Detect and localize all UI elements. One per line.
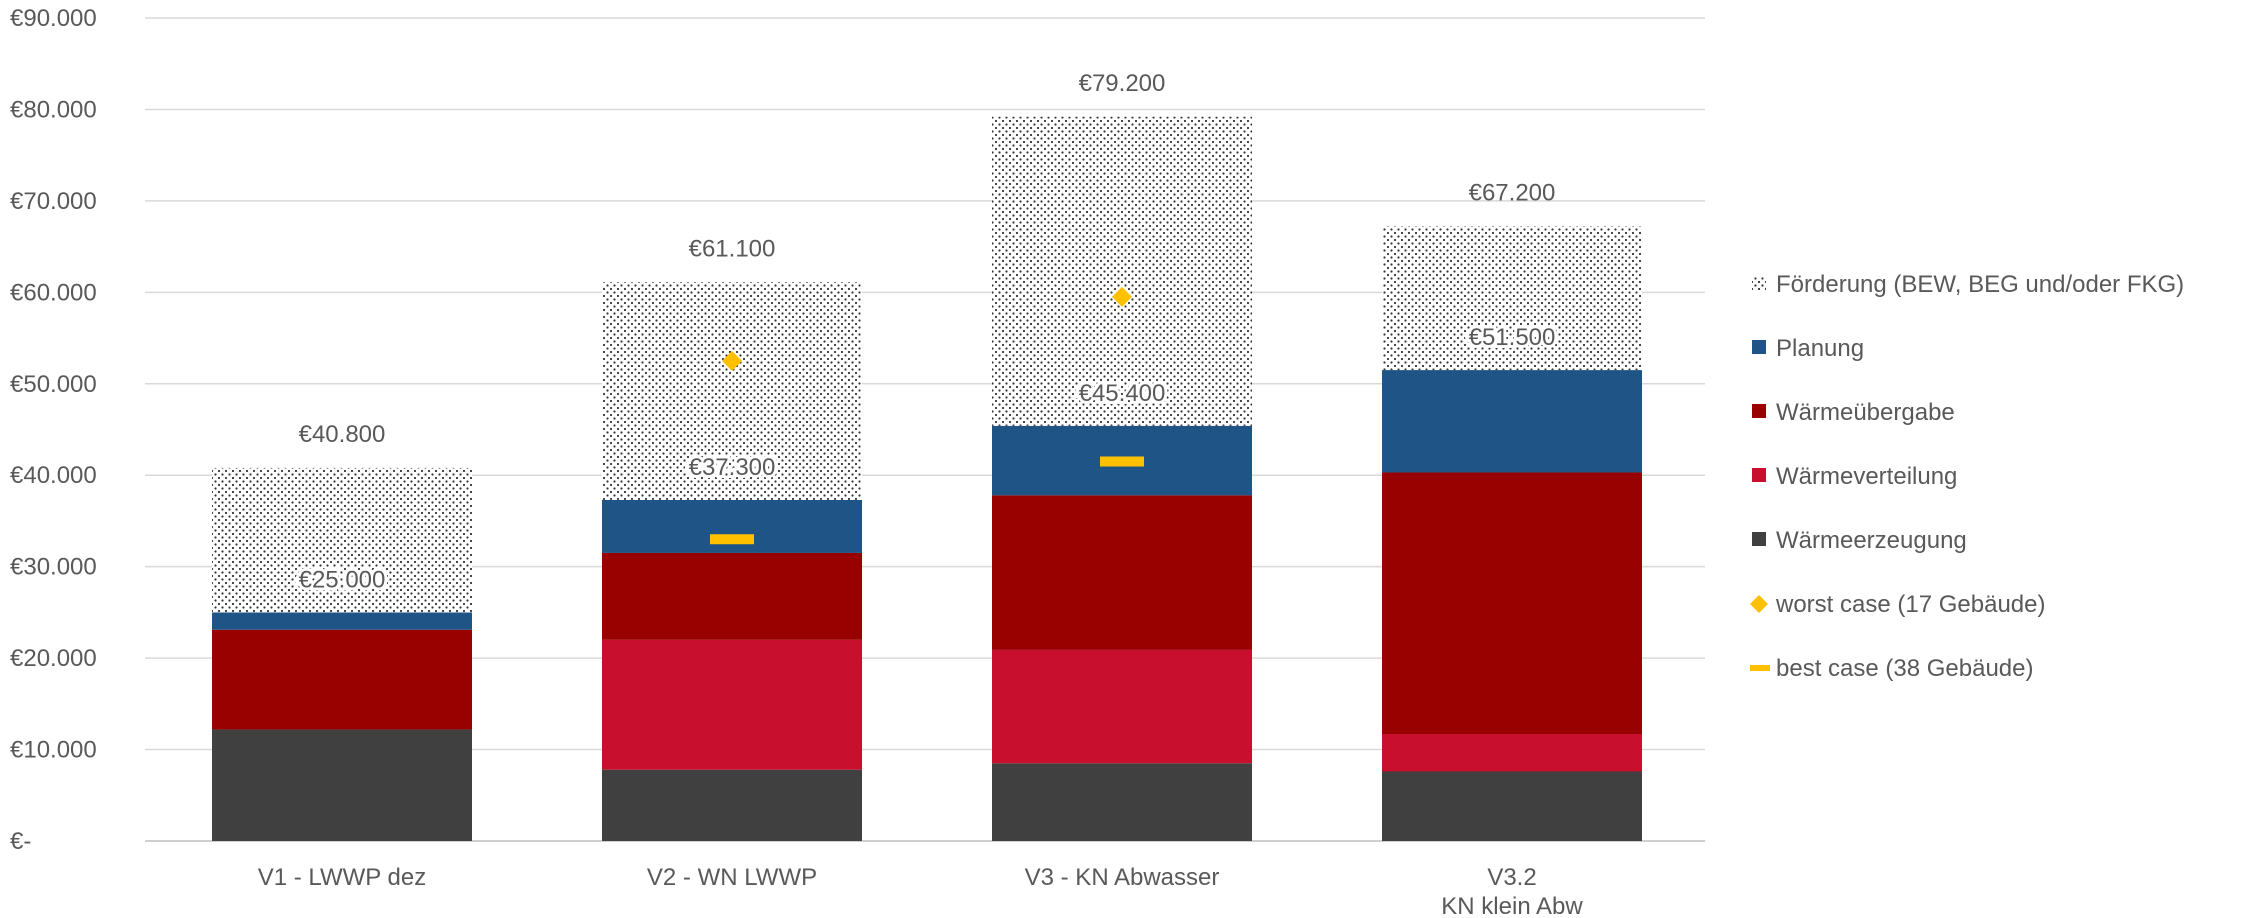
bar-segment	[602, 552, 862, 640]
legend-label: Wärmeübergabe	[1776, 399, 1955, 426]
bar-segment	[602, 639, 862, 770]
legend-swatch	[1752, 532, 1766, 546]
legend-swatch	[1750, 665, 1770, 671]
x-tick-label: V3 - KN Abwasser	[1025, 864, 1220, 891]
subtotal-label: €45.400	[1079, 380, 1166, 407]
bar-segment	[212, 612, 472, 630]
bar-segment	[212, 729, 472, 841]
y-tick-label: €30.000	[10, 554, 97, 581]
y-tick-label: €40.000	[10, 462, 97, 489]
y-tick-label: €60.000	[10, 279, 97, 306]
legend-label: Wärmeerzeugung	[1776, 527, 1967, 554]
y-tick-label: €50.000	[10, 371, 97, 398]
legend-swatch	[1752, 276, 1766, 290]
bar-segment	[1382, 734, 1642, 772]
x-axis: V1 - LWWP dez V2 - WN LWWP V3 - KN Abwasse…	[258, 864, 1584, 918]
y-tick-label: €20.000	[10, 645, 97, 672]
subtotal-label: €51.500	[1469, 324, 1556, 351]
bar-segment	[602, 769, 862, 841]
x-tick-label: V3.2	[1487, 864, 1536, 891]
y-tick-label: €-	[10, 828, 31, 855]
best-case-marker	[710, 534, 754, 545]
x-tick-label: KN klein Abw	[1441, 893, 1583, 918]
worst-case-marker	[722, 350, 742, 371]
y-tick-label: €90.000	[10, 5, 97, 32]
bar-segment	[992, 649, 1252, 764]
legend-label: worst case (17 Gebäude)	[1775, 591, 2045, 618]
markers	[710, 286, 1144, 545]
total-label: €40.800	[299, 421, 386, 448]
y-axis: €- €10.000 €20.000 €30.000 €40.000 €50.000 €60…	[10, 5, 97, 855]
bar-segment	[602, 282, 862, 500]
bar-segment	[1382, 370, 1642, 473]
legend-swatch	[1752, 340, 1766, 354]
bar-segment	[602, 499, 862, 553]
legend-label: Förderung (BEW, BEG und/oder FKG)	[1776, 271, 2184, 298]
legend-label: best case (38 Gebäude)	[1776, 655, 2034, 682]
bar-segment	[992, 763, 1252, 841]
bar-segment	[992, 116, 1252, 426]
y-tick-label: €80.000	[10, 96, 97, 123]
best-case-marker	[1100, 456, 1144, 467]
total-label: €67.200	[1469, 179, 1556, 206]
total-label: €61.100	[689, 235, 776, 262]
legend-swatch	[1752, 468, 1766, 482]
legend-label: Wärmeverteilung	[1776, 463, 1957, 490]
y-tick-label: €10.000	[10, 737, 97, 764]
legend-swatch	[1750, 595, 1768, 613]
bars	[212, 116, 1642, 841]
x-tick-label: V1 - LWWP dez	[258, 864, 427, 891]
total-label: €79.200	[1079, 70, 1166, 97]
data-labels: €40.800 €61.100 €79.200 €67.200 €25.000 €37.3…	[296, 70, 1559, 597]
y-tick-label: €70.000	[10, 188, 97, 215]
bar-segment	[1382, 472, 1642, 735]
legend: Förderung (BEW, BEG und/oder FKG) Planung…	[1750, 271, 2184, 682]
bar-segment	[1382, 771, 1642, 841]
bar-segment	[1382, 226, 1642, 371]
bar-segment	[212, 629, 472, 730]
subtotal-label: €37.300	[689, 454, 776, 481]
x-tick-label: V2 - WN LWWP	[647, 864, 817, 891]
bar-segment	[212, 467, 472, 613]
legend-swatch	[1752, 404, 1766, 418]
subtotal-label: €25.000	[299, 566, 386, 593]
legend-label: Planung	[1776, 335, 1864, 362]
worst-case-marker	[1112, 286, 1132, 307]
bar-segment	[992, 495, 1252, 650]
